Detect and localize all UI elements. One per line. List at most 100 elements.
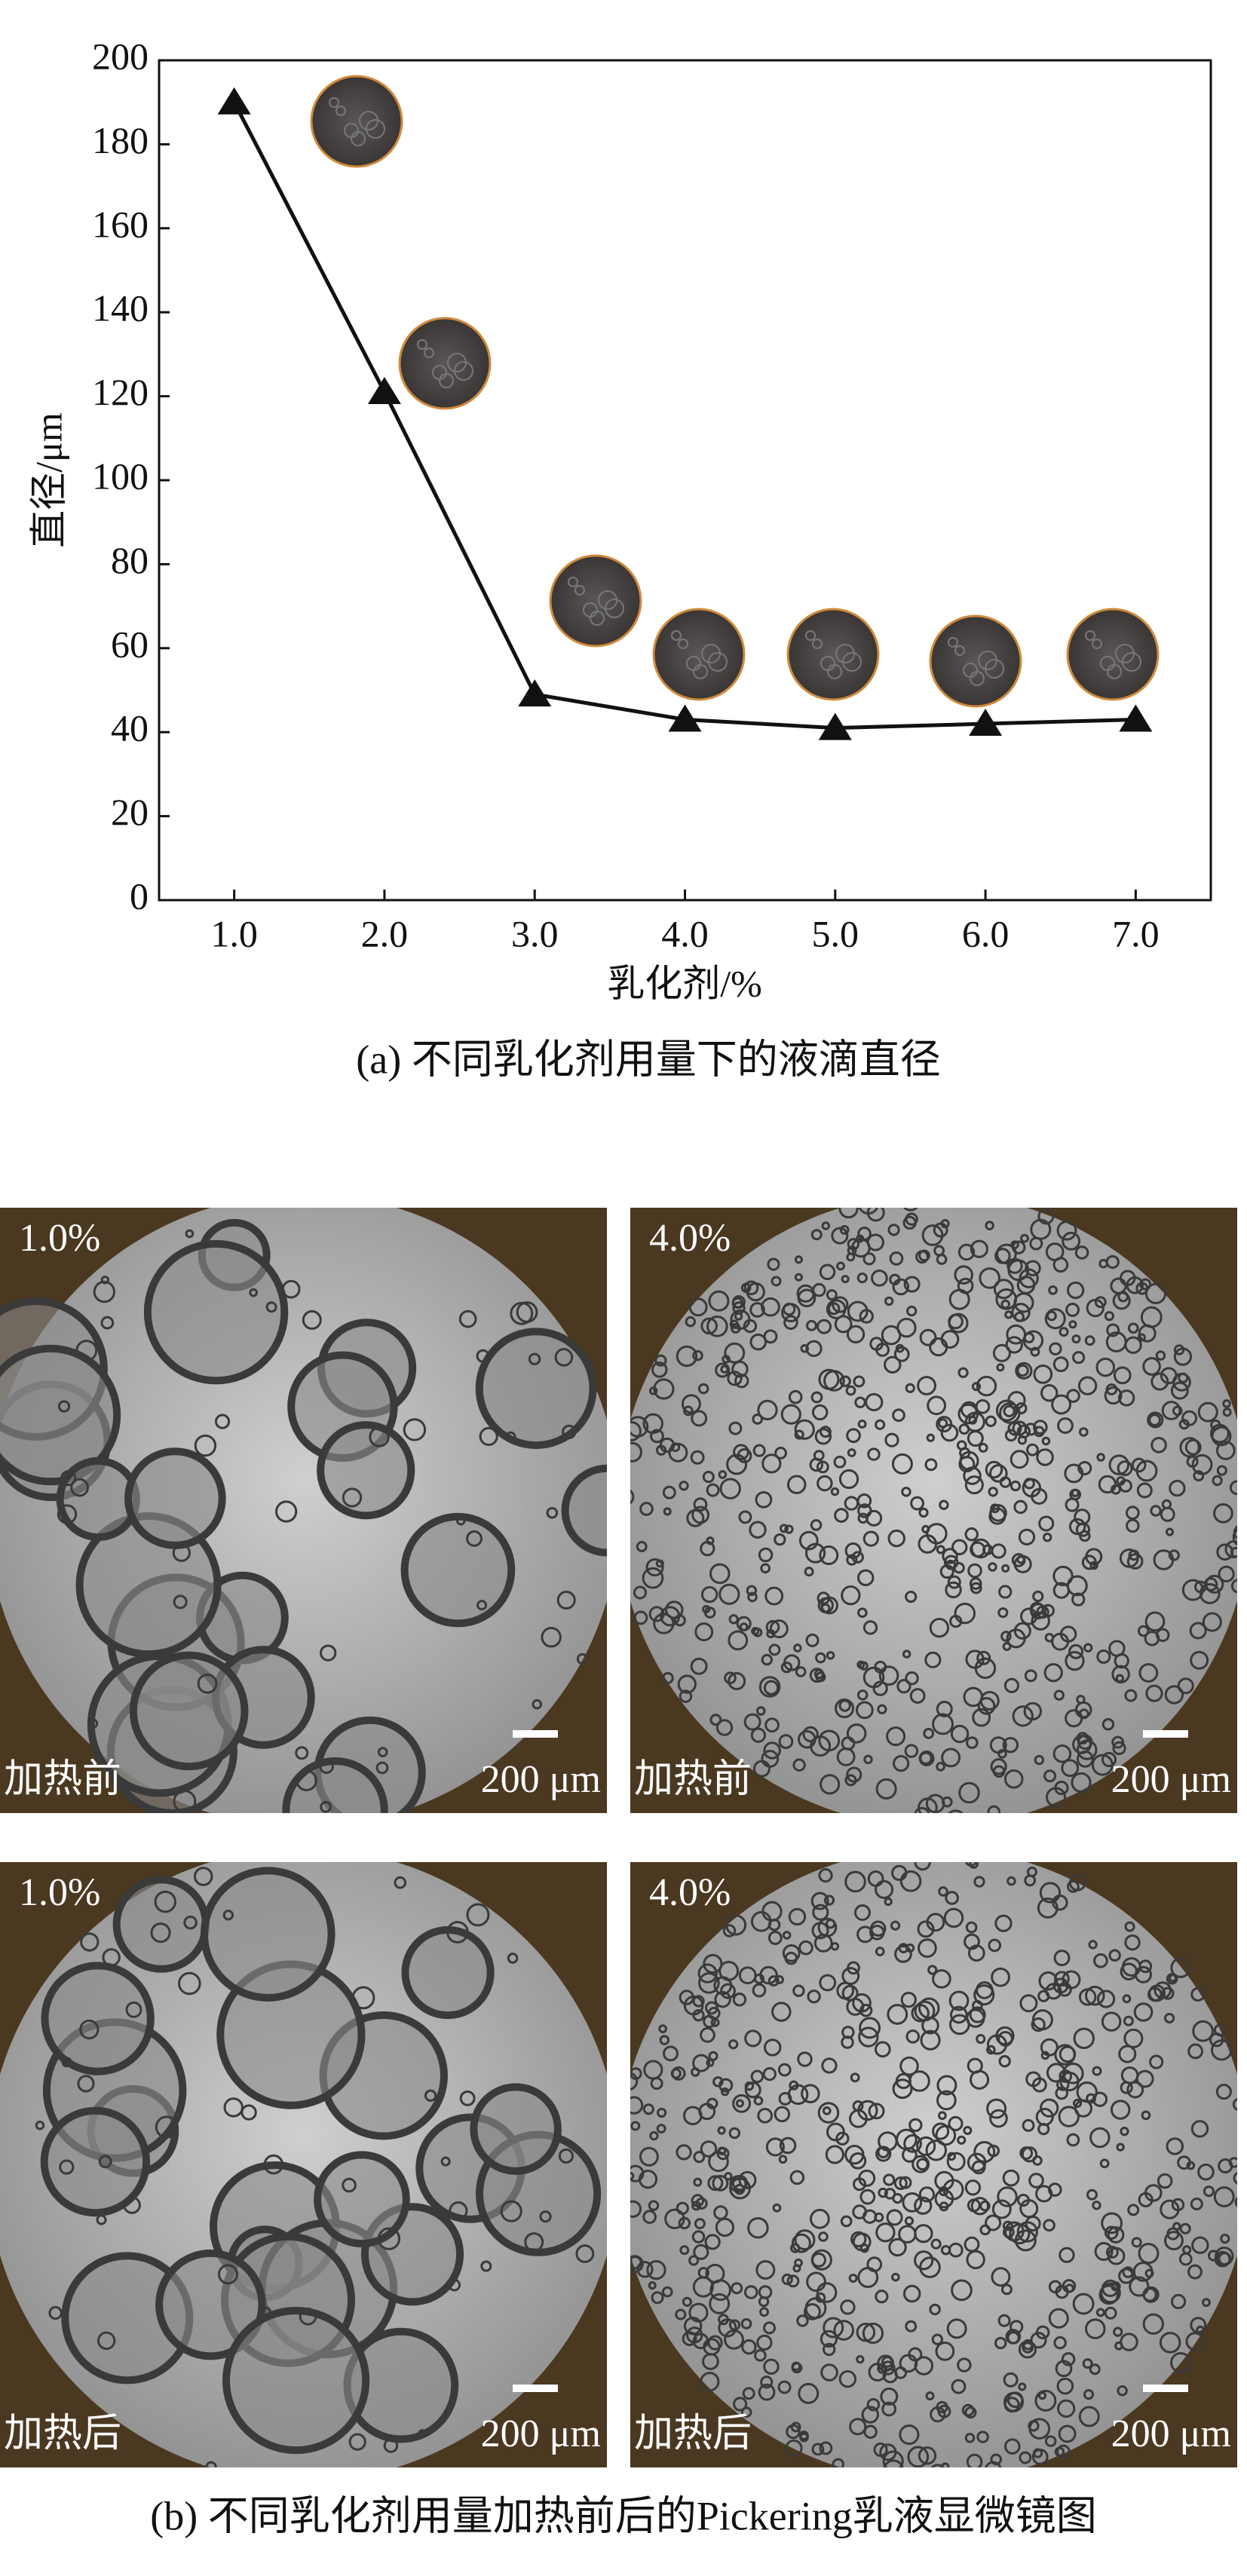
droplet	[778, 1734, 794, 1750]
droplet	[57, 1504, 78, 1524]
droplet	[893, 1754, 910, 1772]
droplet	[1025, 1260, 1041, 1276]
droplet	[988, 1507, 1006, 1525]
droplet	[859, 2017, 881, 2039]
inset-bubble	[827, 664, 842, 679]
droplet	[733, 1444, 749, 1461]
droplet	[275, 1500, 298, 1523]
droplet	[618, 1487, 627, 1495]
inset-bubble	[590, 611, 605, 626]
droplet	[819, 1263, 836, 1280]
droplet	[743, 1713, 761, 1731]
droplet	[614, 1481, 624, 1491]
droplet	[1044, 2435, 1057, 2447]
droplet	[1212, 1475, 1223, 1487]
droplet	[789, 2170, 805, 2185]
droplet	[820, 2363, 838, 2381]
droplet	[757, 2108, 773, 2124]
droplet	[746, 1282, 765, 1302]
droplet	[123, 2196, 141, 2214]
droplet	[924, 1651, 942, 1668]
droplet	[757, 1399, 778, 1421]
droplet	[1094, 1296, 1107, 1309]
droplet	[1106, 1323, 1120, 1337]
droplet	[1016, 1364, 1029, 1377]
droplet	[798, 2431, 809, 2441]
droplet	[683, 2317, 703, 2336]
droplet	[1052, 1356, 1069, 1373]
droplet	[1000, 1631, 1012, 1642]
droplet	[654, 1354, 667, 1367]
droplet-inset	[1066, 608, 1160, 701]
droplet	[985, 1221, 994, 1230]
droplet	[1196, 2325, 1206, 2335]
droplet	[1021, 2146, 1038, 2163]
droplet	[971, 1382, 982, 1392]
scale-label: 200 μm	[1111, 1758, 1231, 1801]
droplet	[925, 2470, 940, 2485]
droplet	[1062, 1231, 1081, 1251]
droplet	[906, 1842, 925, 1861]
droplet	[630, 2121, 641, 2131]
droplet	[925, 2391, 935, 2401]
droplet	[728, 2319, 741, 2331]
droplet	[786, 2274, 800, 2288]
scale-bar	[513, 2385, 558, 2392]
droplet	[787, 2084, 809, 2106]
droplet	[918, 1507, 929, 1518]
droplet	[973, 1876, 985, 1888]
droplet	[1232, 1528, 1237, 1546]
droplet	[908, 2070, 930, 2092]
droplet	[691, 2201, 702, 2211]
droplet	[1043, 1769, 1057, 1783]
droplet	[938, 2111, 947, 2121]
droplet	[183, 1915, 198, 1930]
y-tick-label: 120	[92, 371, 149, 413]
droplet	[986, 2098, 1007, 2119]
droplet	[178, 1971, 201, 1996]
droplet	[883, 2459, 904, 2467]
droplet	[875, 1778, 897, 1800]
droplet	[717, 2126, 726, 2135]
droplet	[576, 1652, 589, 1665]
droplet	[1055, 2284, 1069, 2299]
droplet	[853, 1904, 871, 1922]
droplet	[810, 1229, 823, 1241]
droplet	[648, 2200, 660, 2211]
droplet	[857, 1569, 875, 1587]
droplet	[973, 2140, 996, 2163]
droplet	[697, 1383, 709, 1395]
droplet	[969, 1862, 979, 1869]
droplet	[698, 1972, 720, 1994]
droplet	[249, 1288, 258, 1297]
droplet	[964, 1475, 984, 1495]
droplet	[844, 1496, 859, 1511]
droplet	[1193, 1470, 1205, 1482]
droplet	[777, 2380, 792, 2394]
droplet	[932, 1969, 951, 1989]
droplet	[853, 2177, 867, 2192]
inset-bubble	[329, 97, 339, 108]
droplet	[752, 1444, 766, 1457]
droplet	[903, 2134, 922, 2153]
droplet	[1048, 1285, 1058, 1295]
droplet	[755, 1490, 773, 1509]
droplet	[822, 2106, 832, 2115]
droplet	[1147, 1411, 1164, 1429]
droplet	[1038, 1515, 1055, 1532]
droplet	[222, 2306, 370, 2455]
droplet	[927, 1395, 947, 1416]
droplet	[753, 2096, 764, 2106]
droplet	[1138, 2243, 1160, 2265]
droplet	[642, 2103, 654, 2115]
droplet	[947, 1575, 961, 1589]
droplet	[728, 1630, 749, 1651]
droplet	[918, 1797, 938, 1813]
droplet	[841, 1585, 861, 1606]
droplet	[1164, 1685, 1184, 1705]
droplet	[651, 2291, 664, 2305]
scale-bar	[1143, 1730, 1188, 1738]
droplet	[694, 1622, 714, 1642]
droplet	[1052, 1582, 1070, 1599]
droplet	[642, 1567, 664, 1589]
